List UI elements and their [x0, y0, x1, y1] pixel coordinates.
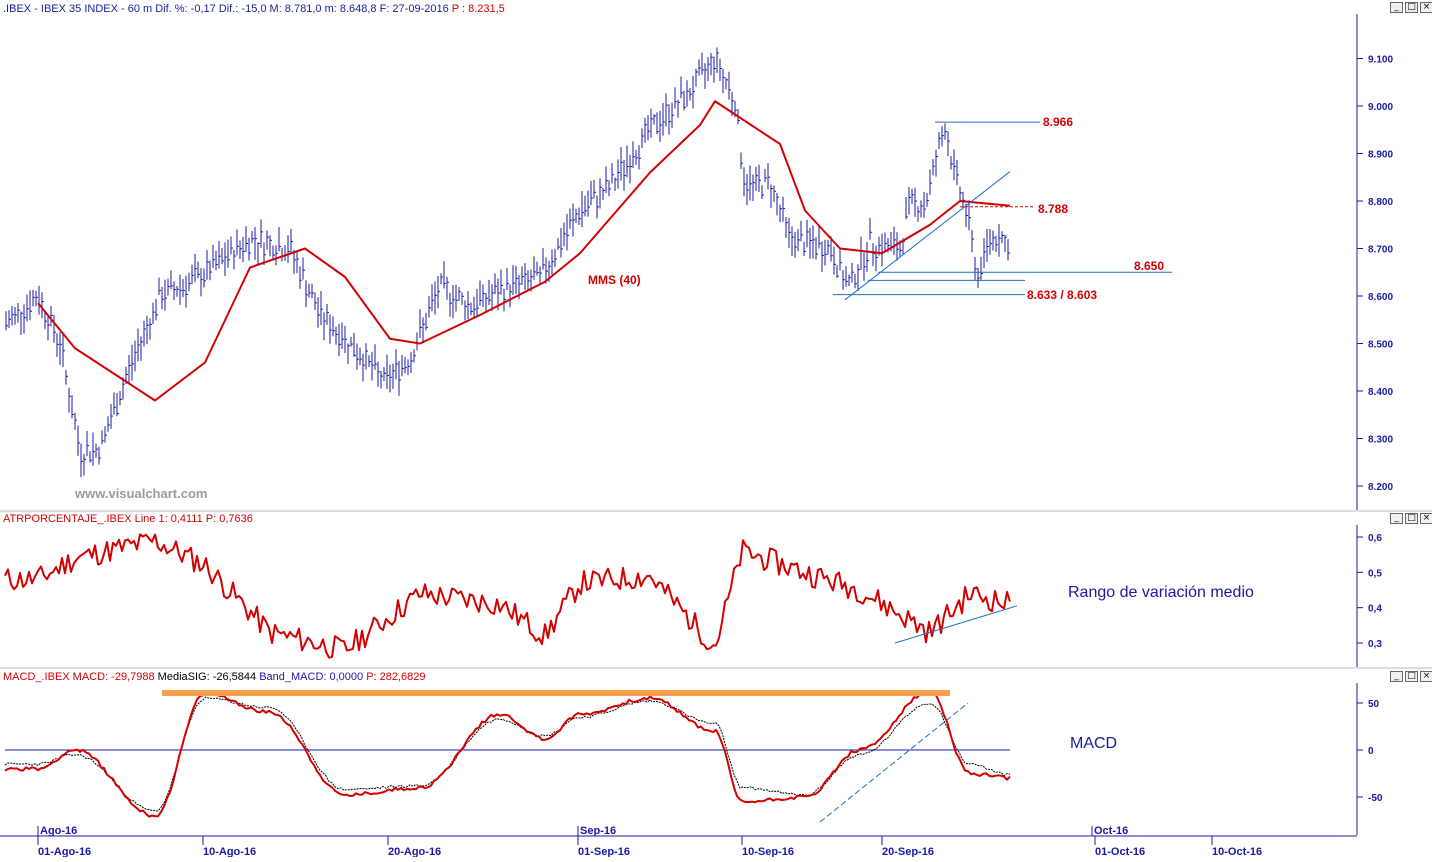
price-y-tick-label: 8.700: [1368, 245, 1393, 256]
price-window-controls: _ □ ×: [1390, 2, 1432, 13]
minimize-icon[interactable]: _: [1390, 513, 1403, 524]
mms-40-line: [37, 100, 1011, 402]
mms-label: MMS (40): [588, 273, 641, 287]
macd-window-controls: _ □ ×: [1390, 671, 1432, 682]
price-trendline: [844, 171, 1011, 301]
macd-y-tick-label: -50: [1368, 793, 1383, 804]
macd-trendline: [819, 702, 969, 823]
price-y-tick-label: 9.000: [1368, 102, 1393, 113]
macd-header-seg-0: MACD_.IBEX MACD: -29,7988: [3, 671, 158, 683]
date-label: 10-Sep-16: [742, 846, 794, 857]
price-header-seg-0: .IBEX - IBEX 35 INDEX - 60 m Dif. %: -0,…: [3, 3, 452, 15]
atr-line: [4, 533, 1011, 659]
macd-header-seg-1: MediaSIG: -26,5844: [158, 671, 260, 683]
date-label: 20-Sep-16: [882, 846, 934, 857]
close-icon[interactable]: ×: [1420, 671, 1432, 682]
macd-y-tick-label: 50: [1368, 699, 1380, 710]
maximize-icon[interactable]: □: [1405, 2, 1418, 13]
price-y-tick-label: 8.800: [1368, 197, 1393, 208]
atr-plot: [4, 533, 1018, 659]
price-y-tick-label: 8.400: [1368, 387, 1393, 398]
minimize-icon[interactable]: _: [1390, 2, 1403, 13]
atr-y-tick-label: 0,5: [1368, 568, 1382, 579]
date-label: 01-Sep-16: [578, 846, 630, 857]
atr-y-tick-label: 0,4: [1368, 604, 1382, 615]
maximize-icon[interactable]: □: [1405, 513, 1418, 524]
price-y-tick-label: 9.100: [1368, 55, 1393, 66]
level-8633-label: 8.633 / 8.603: [1027, 288, 1097, 302]
close-icon[interactable]: ×: [1420, 2, 1432, 13]
macd-y-tick-label: 0: [1368, 746, 1374, 757]
month-label: Oct-16: [1094, 825, 1128, 837]
atr-header-seg-1: P: 0,7636: [206, 513, 253, 525]
date-label: 10-Oct-16: [1212, 846, 1262, 857]
atr-panel-label: Rango de variación medio: [1068, 584, 1254, 601]
price-plot: [5, 47, 1172, 478]
atr-window-controls: _ □ ×: [1390, 513, 1432, 524]
price-y-tick-label: 8.900: [1368, 150, 1393, 161]
atr-header-seg-0: ATRPORCENTAJE_.IBEX Line 1: 0,4111: [3, 513, 206, 525]
price-header-seg-1: P : 8.231,5: [452, 3, 505, 15]
macd-line: [4, 690, 1011, 818]
close-icon[interactable]: ×: [1420, 513, 1432, 524]
price-header: .IBEX - IBEX 35 INDEX - 60 m Dif. %: -0,…: [3, 3, 505, 15]
date-label: 01-Oct-16: [1095, 846, 1145, 857]
date-label: 01-Ago-16: [38, 846, 91, 857]
atr-y-tick-label: 0,6: [1368, 533, 1382, 544]
atr-trendline: [894, 605, 1018, 644]
macd-header-seg-2: Band_MACD: 0,0000: [259, 671, 366, 683]
month-label: Ago-16: [40, 825, 77, 837]
price-y-tick-label: 8.500: [1368, 340, 1393, 351]
price-y-tick-label: 8.600: [1368, 292, 1393, 303]
date-label: 10-Ago-16: [203, 846, 256, 857]
macd-signal-line: [4, 696, 1011, 812]
macd-header-seg-3: P: 282,6829: [366, 671, 425, 683]
atr-header: ATRPORCENTAJE_.IBEX Line 1: 0,4111 P: 0,…: [3, 513, 253, 525]
date-label: 20-Ago-16: [388, 846, 441, 857]
month-label: Sep-16: [580, 825, 616, 837]
atr-y-tick-label: 0,3: [1368, 639, 1382, 650]
macd-header: MACD_.IBEX MACD: -29,7988 MediaSIG: -26,…: [3, 671, 426, 683]
level-8966-label: 8.966: [1043, 115, 1073, 129]
axes-labels: 9.100 9.000 8.900 8.800 8.700 8.600 8.500 8.400…: [37, 55, 1393, 858]
minimize-icon[interactable]: _: [1390, 671, 1403, 682]
level-8650-label: 8.650: [1134, 259, 1164, 273]
macd-plot: [4, 690, 1011, 823]
price-y-tick-label: 8.200: [1368, 482, 1393, 493]
watermark: www.visualchart.com: [74, 486, 207, 501]
macd-panel-label: MACD: [1070, 735, 1117, 752]
price-y-tick-label: 8.300: [1368, 435, 1393, 446]
maximize-icon[interactable]: □: [1405, 671, 1418, 682]
level-8788-label: 8.788: [1038, 202, 1068, 216]
